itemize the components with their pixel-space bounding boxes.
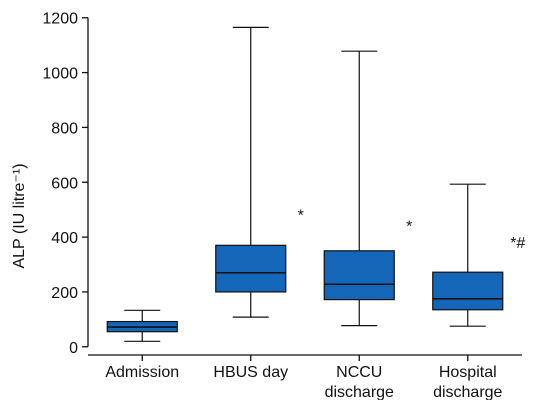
y-tick-label: 1000 [42, 66, 78, 83]
y-tick-label: 800 [51, 120, 78, 137]
x-tick-label: NCCU [336, 364, 382, 381]
x-tick-label: HBUS day [213, 364, 288, 381]
x-axis: Admission HBUS day NCCU discharge Hospital di… [88, 354, 522, 400]
significance-annotations: * * *# [298, 208, 526, 252]
iqr-box [432, 271, 504, 311]
x-tick-label: Admission [105, 364, 179, 381]
y-axis: 0 200 400 600 800 1000 1200 [42, 11, 89, 357]
box-2 [323, 50, 395, 327]
y-tick-label: 0 [69, 340, 78, 357]
y-tick-label: 200 [51, 285, 78, 302]
box-1 [215, 26, 287, 318]
significance-marker: *# [510, 235, 525, 252]
iqr-box [323, 250, 395, 301]
box-0 [106, 309, 178, 342]
box-series [106, 26, 504, 342]
significance-marker: * [406, 219, 412, 236]
x-tick-label: Hospital [439, 364, 497, 381]
y-axis-label: ALP (IU litre⁻¹) [11, 163, 28, 268]
y-tick-label: 600 [51, 175, 78, 192]
y-tick-label: 1200 [42, 11, 78, 28]
y-tick-label: 400 [51, 230, 78, 247]
x-tick-label: discharge [325, 384, 394, 400]
significance-marker: * [298, 208, 304, 225]
iqr-box [215, 244, 287, 293]
box-3 [432, 183, 504, 327]
x-tick-label: discharge [433, 384, 502, 400]
